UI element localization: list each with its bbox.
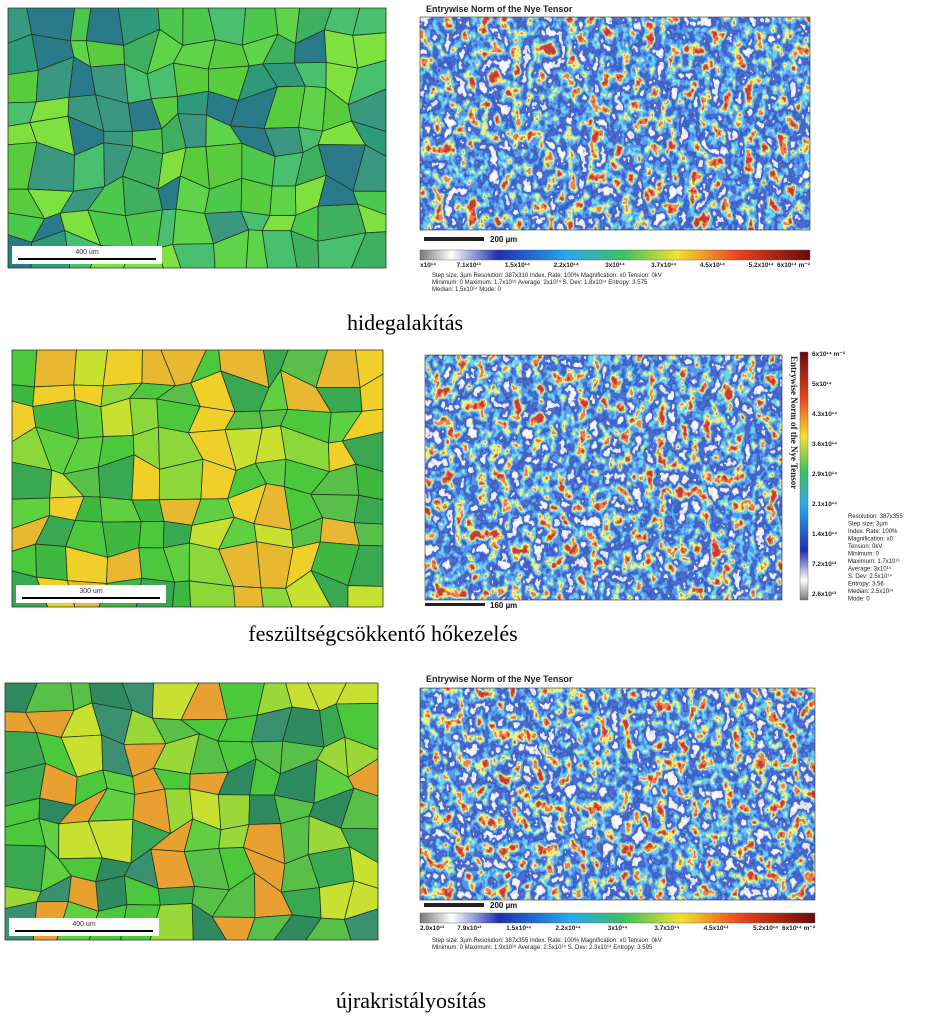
stats-line: Mode: 0 (848, 597, 870, 603)
stats-line: Minimum: 0 (848, 552, 880, 558)
nye-scale-bar (424, 903, 484, 907)
grain (233, 585, 264, 608)
nye-scale-label: 200 µm (490, 235, 517, 244)
colorbar-label: 3.7x10¹⁴ (654, 925, 679, 932)
colorbar-label: 2.9x10¹⁴ (812, 471, 837, 478)
grain (347, 585, 384, 608)
caption: feszültségcsökkentő hőkezelés (248, 621, 517, 646)
colorbar-label: 5x10¹⁴ (812, 381, 832, 388)
nye-scale-label: 200 µm (490, 901, 517, 910)
grain (172, 580, 192, 608)
nye-title: Entrywise Norm of the Nye Tensor (426, 674, 573, 684)
colorbar-label: 1.5x10¹⁴ (505, 262, 530, 269)
colorbar-label: 3.6x10¹⁴ (812, 441, 837, 448)
colorbar-label: 2.1x10¹⁴ (812, 501, 837, 508)
stats-line: Maximum: 1.7x10¹⁶ (848, 558, 900, 565)
nye-map-frame (424, 354, 783, 601)
stats-line: S. Dev: 2.5x10¹⁴ (848, 573, 892, 580)
grain (138, 520, 165, 549)
colorbar-label: 3x10¹⁴ (605, 262, 625, 269)
grain (33, 349, 77, 388)
grain (172, 62, 209, 97)
scale-label: 400 um (75, 249, 99, 256)
grain (350, 231, 387, 269)
grain (4, 844, 47, 893)
colorbar-label: 2.2x10¹⁴ (555, 925, 580, 932)
grain (35, 543, 68, 582)
grain (217, 794, 251, 831)
colorbar (419, 249, 811, 261)
nye-map-frame (419, 687, 816, 901)
grain (353, 522, 384, 547)
colorbar-label: 2.6x10¹³ (812, 591, 837, 598)
grain (7, 69, 39, 104)
colorbar-label: 7.2x10¹³ (812, 561, 837, 568)
nye-map (425, 355, 782, 600)
stats-line: Median: 1.5x10¹⁴ Mode: 0 (432, 286, 502, 293)
stats-line: Step size: 3µm (848, 522, 888, 528)
colorbar (419, 912, 816, 924)
nye-title: Entrywise Norm of the Nye Tensor (789, 356, 799, 489)
stats-line: Average: 3x10¹⁴ (848, 566, 892, 573)
colorbar-label: 1.4x10¹⁴ (812, 531, 837, 538)
grain (353, 494, 384, 525)
nye-scale-bar (425, 603, 485, 606)
colorbar-label: 7.9x10¹³ (457, 925, 482, 932)
colorbar-label: 3x10¹⁴ (608, 925, 628, 932)
scale-label: 300 um (79, 588, 103, 595)
stats-line: Resolution: 387x355 (848, 514, 903, 520)
caption: hidegalakítás (347, 310, 463, 335)
colorbar-label: 6x10¹⁴ m⁻² (782, 925, 816, 932)
stats-line: Median: 2.5x10¹⁴ (848, 588, 894, 595)
colorbar-label: 6x10¹⁴ m⁻² (777, 262, 811, 269)
colorbar-label: 4.5x10¹⁴ (700, 262, 725, 269)
scale-label: 400 um (72, 921, 96, 928)
caption: újrakristályosítás (336, 988, 486, 1013)
nye-scale-label: 160 µm (490, 601, 517, 610)
grain (85, 7, 125, 46)
colorbar-label: 6x10¹⁴ m⁻² (812, 351, 846, 358)
grain-map: 400 um (4, 682, 379, 941)
grain (73, 349, 109, 387)
grain (157, 886, 196, 906)
colorbar-label: 5.2x10¹⁴ (749, 262, 774, 269)
grain (11, 349, 38, 388)
grain (85, 40, 125, 68)
colorbar-label: x10¹⁴ (420, 262, 436, 269)
colorbar-label: 2.0x10¹³ (420, 925, 445, 932)
stats-line: Step size: 3µm Resolution: 387x310 Index… (432, 273, 662, 279)
colorbar-label: 4.5x10¹⁴ (704, 925, 729, 932)
stats-line: Minimum: 0 Maximum: 1.7x10¹⁶ Average: 2x… (432, 279, 648, 286)
stats-line: Minimum: 0 Maximum: 1.9x10¹⁶ Average: 2.… (432, 944, 653, 951)
stats-line: Tension: 0kV (848, 544, 882, 550)
colorbar-label: 7.1x10¹³ (457, 262, 482, 269)
stats-line: Magnification: x0 (848, 537, 894, 543)
stats-line: Step size: 3µm Resolution: 387x355 Index… (432, 938, 662, 944)
nye-map (420, 17, 810, 230)
stats-line: Entropy: 3.56 (848, 582, 884, 588)
grain-map: 300 um (11, 349, 384, 608)
colorbar-label: 3.7x10¹⁴ (651, 262, 676, 269)
colorbar-label: 2.2x10¹⁴ (554, 262, 579, 269)
grain (102, 349, 143, 387)
grain (269, 185, 297, 216)
colorbar-label: 5.2x10¹⁴ (753, 925, 778, 932)
grain (343, 908, 379, 941)
nye-map-frame (419, 16, 811, 231)
colorbar-label: 4.3x10¹⁴ (812, 411, 837, 418)
nye-title: Entrywise Norm of the Nye Tensor (426, 4, 573, 14)
grain-map: 400 um (7, 7, 387, 269)
stats-line: Index. Rate: 100% (848, 529, 898, 535)
colorbar (799, 351, 809, 601)
colorbar-label: 1.5x10¹⁴ (506, 925, 531, 932)
nye-map (420, 688, 815, 900)
nye-scale-bar (424, 237, 484, 241)
